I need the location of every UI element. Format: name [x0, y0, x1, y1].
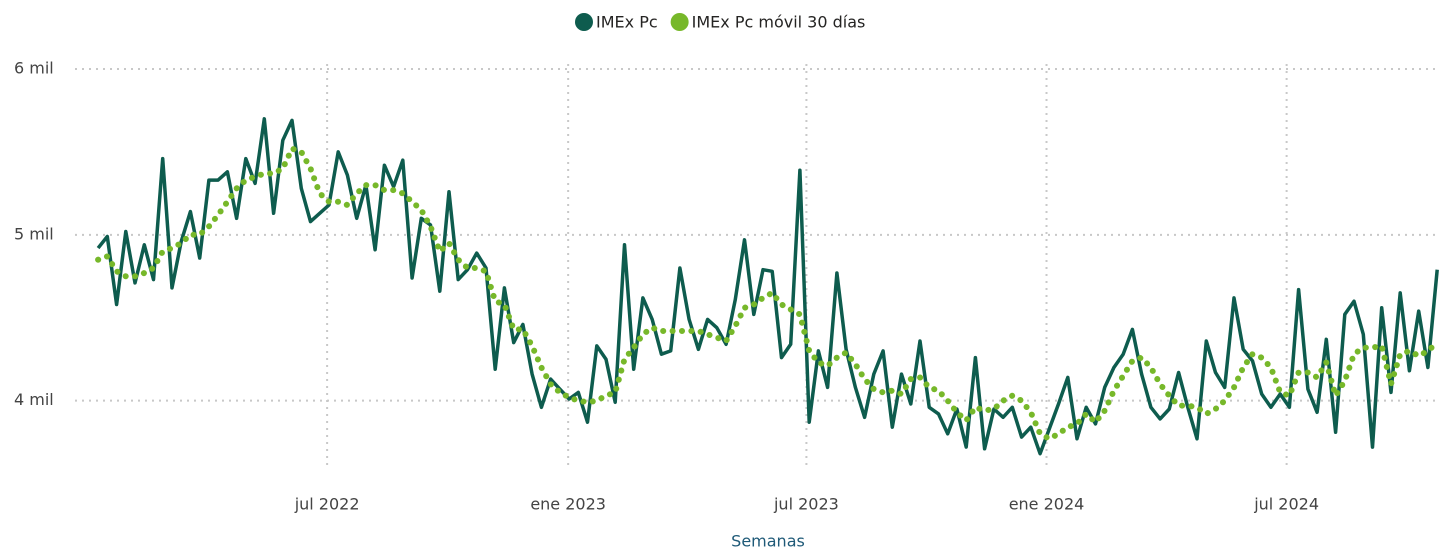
- x-tick-label: jul 2022: [294, 495, 360, 514]
- series-line: [96, 117, 1439, 456]
- y-tick-label: 5 mil: [14, 224, 54, 243]
- legend-marker: [575, 13, 593, 31]
- x-tick-label: jul 2024: [1253, 495, 1319, 514]
- legend-label: IMEx Pc: [596, 13, 658, 32]
- y-tick-label: 6 mil: [14, 59, 54, 78]
- x-axis-title: Semanas: [731, 532, 805, 551]
- series-line: [95, 145, 1439, 442]
- x-tick-label: ene 2024: [1009, 495, 1085, 514]
- legend-label: IMEx Pc móvil 30 días: [692, 13, 866, 32]
- legend-marker: [670, 13, 689, 31]
- y-tick-label: 4 mil: [14, 390, 54, 409]
- x-tick-label: ene 2023: [530, 495, 606, 514]
- x-tick-label: jul 2023: [773, 495, 839, 514]
